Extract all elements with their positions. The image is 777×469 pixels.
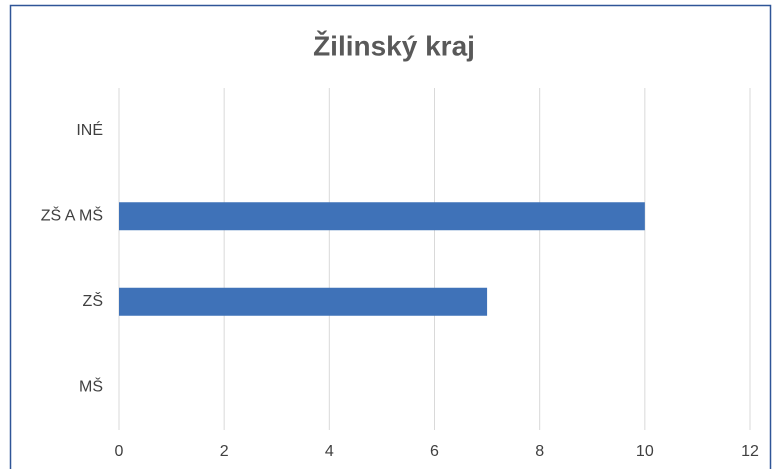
- x-tick-label: 8: [535, 443, 544, 460]
- chart-title: Žilinský kraj: [313, 30, 475, 61]
- bar: [119, 202, 645, 231]
- x-tick-label: 12: [741, 443, 759, 460]
- bar: [119, 287, 488, 316]
- x-tick-label: 6: [430, 443, 439, 460]
- x-tick-label: 4: [325, 443, 334, 460]
- chart-border: [9, 4, 772, 469]
- y-tick-label: INÉ: [76, 120, 103, 139]
- y-tick-label: MŠ: [79, 376, 103, 395]
- y-tick-label: ZŠ: [83, 291, 103, 310]
- x-tick-label: 0: [115, 443, 124, 460]
- y-tick-label: ZŠ A MŠ: [41, 205, 103, 224]
- x-tick-label: 10: [636, 443, 654, 460]
- x-tick-label: 2: [220, 443, 229, 460]
